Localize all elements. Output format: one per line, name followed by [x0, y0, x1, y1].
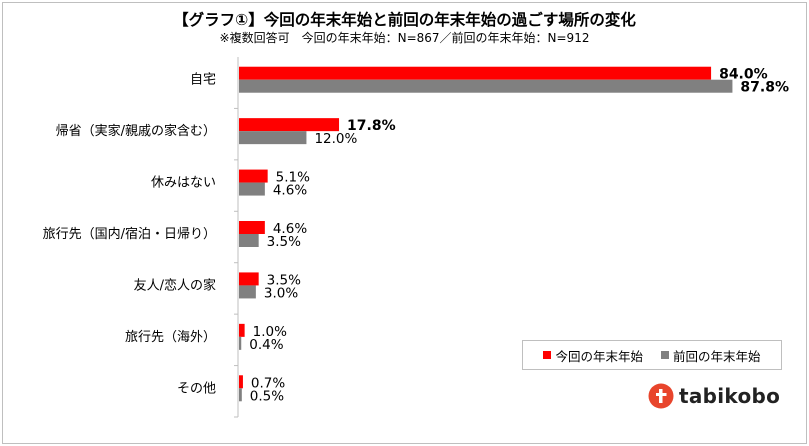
bar-previous: [239, 285, 256, 299]
legend-swatch-current: [543, 351, 552, 359]
data-label: 12.0%: [314, 131, 357, 147]
bar-previous: [239, 234, 259, 247]
bar-previous: [239, 79, 733, 93]
data-label: 17.8%: [347, 118, 396, 134]
bar-previous: [239, 336, 242, 350]
data-label: 5.1%: [276, 170, 310, 186]
legend-label-previous: 前回の年末年始: [673, 348, 761, 364]
bar-previous: [239, 131, 307, 145]
data-label: 3.5%: [267, 234, 301, 250]
data-label: 4.6%: [273, 221, 307, 237]
bar-current: [239, 323, 245, 337]
data-label: 0.4%: [249, 337, 283, 353]
legend-label-current: 今回の年末年始: [555, 348, 643, 364]
category-label: 旅行先（海外）: [125, 330, 216, 345]
bar-previous: [239, 388, 242, 402]
chart-title: 【グラフ①】今回の年末年始と前回の年末年始の過ごす場所の変化: [173, 11, 636, 29]
data-label: 1.0%: [253, 324, 287, 340]
category-label: 旅行先（国内/宿泊・日帰り）: [43, 226, 216, 242]
data-label: 0.5%: [250, 388, 284, 404]
bar-current: [239, 169, 268, 183]
category-label: その他: [177, 381, 216, 396]
category-label: 休みはない: [151, 176, 216, 191]
bar-current: [239, 118, 340, 132]
brand-name: tabikobo: [679, 384, 781, 408]
brand-logo: tabikobo: [648, 383, 780, 409]
tabikobo-logo-icon: [648, 383, 674, 409]
chart-legend: 今回の年末年始 前回の年末年始: [522, 340, 782, 370]
data-label: 87.8%: [740, 80, 789, 96]
data-label: 3.0%: [264, 285, 298, 301]
bar-current: [239, 66, 712, 80]
legend-item-current: 今回の年末年始: [543, 346, 643, 365]
bar-previous: [239, 182, 265, 196]
chart-subtitle: ※複数回答可 今回の年末年始：N=867／前回の年末年始：N=912: [219, 31, 590, 45]
data-label: 0.7%: [251, 375, 285, 391]
data-label: 84.0%: [719, 67, 768, 83]
legend-item-previous: 前回の年末年始: [661, 346, 761, 365]
category-label: 自宅: [190, 73, 216, 88]
data-label: 3.5%: [267, 272, 301, 288]
data-label: 4.6%: [273, 183, 307, 199]
bar-current: [239, 221, 265, 234]
category-label: 友人/恋人の家: [134, 277, 216, 293]
bar-current: [239, 272, 259, 286]
category-label: 帰省（実家/親戚の家含む）: [56, 123, 216, 139]
legend-swatch-previous: [661, 351, 669, 359]
bar-current: [239, 375, 243, 389]
